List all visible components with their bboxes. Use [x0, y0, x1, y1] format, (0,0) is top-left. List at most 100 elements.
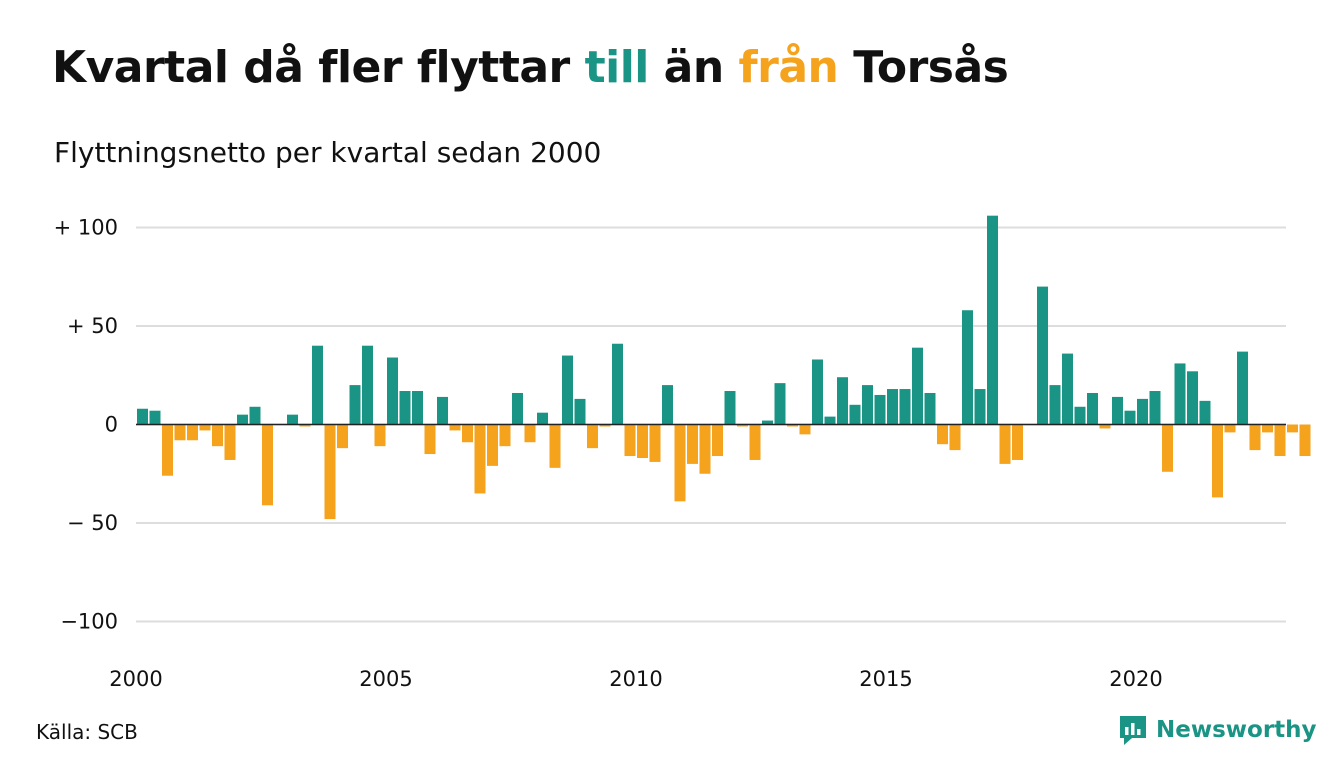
- bar: [449, 424, 461, 431]
- bar: [174, 424, 186, 441]
- bar: [462, 424, 473, 443]
- bar: [362, 345, 373, 425]
- bar: [649, 424, 661, 462]
- chart-title: Kvartal då fler flyttar till än från Tor…: [52, 42, 1009, 93]
- bar: [212, 424, 223, 447]
- x-tick-label: 2020: [1109, 667, 1162, 691]
- bar: [399, 391, 411, 425]
- bar: [699, 424, 711, 474]
- y-tick-label: −100: [60, 610, 118, 634]
- bar: [599, 424, 611, 427]
- bar: [499, 424, 511, 447]
- x-tick-label: 2005: [359, 667, 412, 691]
- title-highlight-out: från: [738, 42, 839, 93]
- bar: [1174, 363, 1186, 425]
- bar: [1062, 353, 1073, 425]
- bar: [874, 394, 886, 425]
- title-highlight-in: till: [584, 42, 650, 93]
- bar: [812, 359, 823, 425]
- bar: [862, 385, 873, 425]
- bar: [674, 424, 686, 502]
- bar: [974, 389, 986, 425]
- bar: [474, 424, 486, 494]
- brand-name: Newsworthy: [1156, 717, 1317, 743]
- bar: [337, 424, 348, 449]
- bar: [149, 410, 161, 425]
- bar: [412, 391, 423, 425]
- bar: [837, 377, 848, 425]
- bar: [724, 391, 736, 425]
- bar: [1087, 392, 1098, 425]
- bar: [574, 398, 586, 425]
- bar: [1149, 391, 1161, 425]
- bar: [1262, 424, 1273, 433]
- bar: [249, 406, 261, 425]
- y-tick-label: 0: [105, 413, 118, 437]
- bar: [637, 424, 648, 458]
- bar: [1124, 410, 1136, 425]
- bar: [712, 424, 723, 457]
- bar: [437, 396, 448, 425]
- bar: [1012, 424, 1023, 460]
- x-tick-label: 2015: [859, 667, 912, 691]
- bar: [1137, 398, 1148, 425]
- bar: [374, 424, 386, 447]
- bar: [999, 424, 1011, 464]
- bar: [1037, 286, 1048, 425]
- bar: [949, 424, 961, 451]
- bar: [224, 424, 236, 460]
- bar: [524, 424, 536, 443]
- bar: [824, 416, 836, 425]
- brand: Newsworthy: [1118, 714, 1317, 746]
- bar: [1049, 385, 1061, 425]
- bar: [924, 392, 936, 425]
- title-part-1: Kvartal då fler flyttar: [52, 42, 585, 93]
- bar: [299, 424, 311, 427]
- x-tick-label: 2000: [109, 667, 162, 691]
- bar: [787, 424, 798, 427]
- bar: [287, 414, 298, 425]
- bar: [537, 412, 548, 425]
- bar: [1212, 424, 1223, 498]
- bar: [512, 392, 523, 425]
- bar-chart: + 100 + 50 0 − 50 −100 2000 2005 2010 2015 2020: [54, 215, 1311, 691]
- bar: [987, 215, 998, 425]
- bars: [137, 215, 1311, 520]
- bar: [687, 424, 698, 464]
- newsworthy-logo-icon: [1120, 716, 1146, 745]
- bar: [737, 424, 748, 427]
- chart-subtitle: Flyttningsnetto per kvartal sedan 2000: [54, 136, 602, 169]
- bar: [937, 424, 948, 445]
- title-part-2: än: [648, 42, 739, 93]
- bar: [137, 408, 148, 425]
- bar: [912, 347, 923, 425]
- bar: [387, 357, 398, 425]
- bar: [899, 389, 911, 425]
- x-tick-label: 2010: [609, 667, 662, 691]
- bar: [349, 385, 361, 425]
- axes: + 100 + 50 0 − 50 −100 2000 2005 2010 2015 2020: [54, 216, 1286, 691]
- bar: [1287, 424, 1298, 433]
- bar: [487, 424, 498, 466]
- bar: [1274, 424, 1286, 457]
- bar: [1224, 424, 1236, 433]
- bar: [662, 385, 673, 425]
- bar: [312, 345, 323, 425]
- bar: [762, 420, 773, 425]
- bar: [624, 424, 636, 457]
- bar: [587, 424, 598, 449]
- bar: [612, 343, 623, 425]
- bar: [187, 424, 198, 441]
- bar: [237, 414, 248, 425]
- bar: [324, 424, 336, 520]
- bar: [199, 424, 211, 431]
- y-tick-label: + 100: [54, 216, 118, 240]
- bar: [887, 389, 898, 425]
- bar: [962, 310, 973, 425]
- bar: [1199, 400, 1211, 425]
- bar: [1237, 351, 1248, 425]
- bar: [1187, 371, 1198, 425]
- bar: [749, 424, 761, 460]
- y-tick-label: + 50: [67, 314, 118, 338]
- bar: [162, 424, 173, 476]
